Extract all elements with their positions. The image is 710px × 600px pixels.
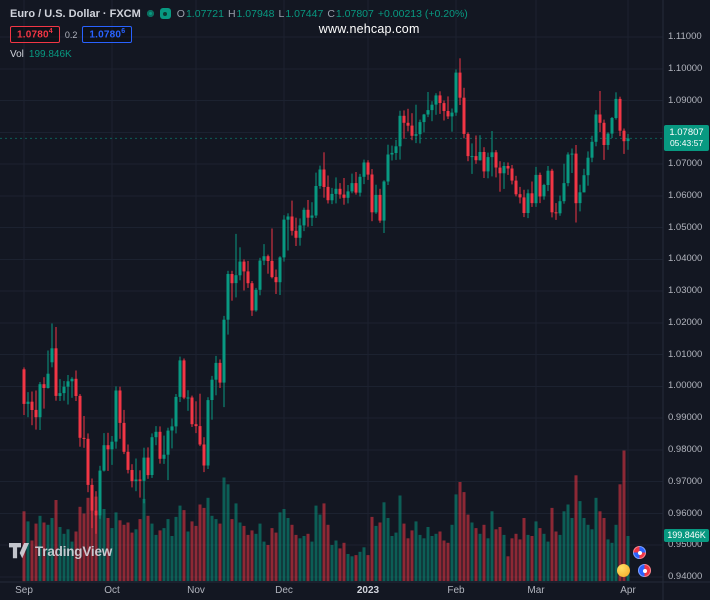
close-label: C (327, 7, 335, 20)
candle-series (22, 58, 630, 534)
low-value: 1.07447 (285, 7, 324, 20)
sell-button[interactable]: 1.07804 (10, 26, 60, 43)
time-tick-mar: Mar (527, 585, 545, 596)
change-value: +0.00213 (+0.20%) (377, 7, 468, 20)
watermark-text: www.nehcap.com (318, 22, 420, 36)
price-tick: 1.01000 (668, 348, 703, 360)
buy-button[interactable]: 1.07806 (82, 26, 133, 43)
volume-series (22, 450, 630, 582)
tradingview-logo-icon (9, 543, 29, 559)
price-tick: 1.03000 (668, 285, 703, 297)
price-tick: 1.11000 (668, 31, 702, 42)
symbol-marker-icon[interactable] (159, 8, 171, 19)
volume-value: 199.846K (28, 49, 72, 60)
sticker-icon-3[interactable] (638, 564, 651, 577)
symbol-title[interactable]: Euro / U.S. Dollar · FXCM (10, 7, 141, 20)
price-tick: 0.98000 (668, 443, 703, 455)
sticker-icon-2[interactable] (617, 564, 630, 577)
price-tick: 1.04000 (668, 253, 703, 265)
tradingview-logo-text: TradingView (35, 543, 113, 559)
ohlc-values: O 1.07721 H 1.07948 L 1.07447 C 1.07807 … (177, 8, 468, 20)
time-tick-2023: 2023 (356, 585, 380, 596)
open-label: O (176, 7, 185, 20)
last-price-value: 1.07807 (669, 127, 704, 139)
price-tick: 0.99000 (668, 412, 703, 424)
price-tick: 1.05000 (668, 221, 703, 233)
volume-axis-badge: 199.846K (664, 529, 709, 542)
high-label: H (227, 7, 236, 20)
price-tick: 1.06000 (668, 189, 703, 201)
market-status-icon[interactable] (146, 10, 154, 17)
low-label: L (278, 7, 285, 20)
time-tick-oct: Oct (104, 585, 120, 596)
bar-countdown: 05:43:57 (669, 138, 704, 149)
chart-legend: Euro / U.S. Dollar · FXCM O 1.07721 H 1.… (10, 6, 468, 60)
price-tick: 1.10000 (668, 62, 703, 74)
price-tick: 0.95000 (668, 539, 703, 551)
price-tick: 1.00000 (668, 380, 703, 392)
price-tick: 0.94000 (668, 571, 703, 582)
price-tick: 1.09000 (668, 94, 703, 106)
last-price-badge: 1.07807 05:43:57 (664, 125, 709, 152)
price-tick: 1.02000 (668, 316, 703, 328)
price-tick: 0.96000 (668, 507, 703, 519)
volume-label: Vol (10, 49, 24, 60)
time-tick-feb: Feb (447, 585, 465, 596)
price-tick: 1.07000 (668, 158, 703, 170)
time-tick-apr: Apr (620, 585, 636, 596)
close-value: 1.07807 (335, 7, 374, 20)
sticker-icon-1[interactable] (633, 546, 646, 559)
open-value: 1.07721 (185, 7, 224, 20)
high-value: 1.07948 (236, 7, 275, 20)
price-tick: 0.97000 (668, 475, 703, 487)
time-tick-nov: Nov (187, 585, 205, 596)
time-tick-dec: Dec (275, 585, 293, 596)
time-tick-sep: Sep (15, 585, 33, 596)
spread-value: 0.2 (64, 29, 78, 40)
tradingview-logo[interactable]: TradingView (9, 543, 112, 559)
